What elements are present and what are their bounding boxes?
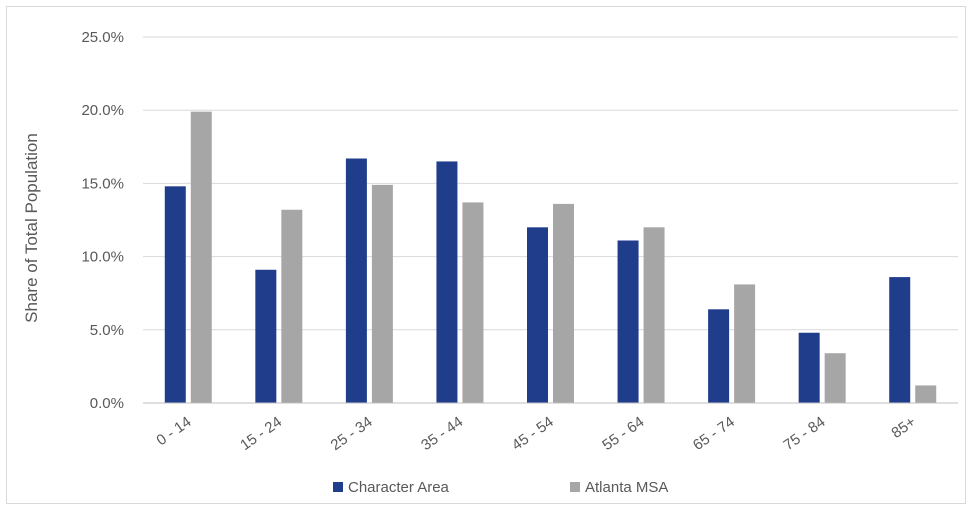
- x-tick-label: 35 - 44: [418, 413, 466, 454]
- y-tick-label: 20.0%: [81, 102, 124, 119]
- legend-swatch: [570, 482, 580, 492]
- legend-swatch: [333, 482, 343, 492]
- bar-atlanta-msa: [734, 284, 756, 403]
- bar-atlanta-msa: [281, 209, 303, 403]
- bar-character-area: [255, 269, 277, 403]
- legend-label: Atlanta MSA: [585, 479, 668, 496]
- bar-character-area: [164, 186, 186, 403]
- x-tick-label: 45 - 54: [509, 413, 557, 454]
- x-tick-label: 0 - 14: [153, 413, 194, 449]
- x-tick-label: 85+: [888, 413, 919, 442]
- y-axis-title: Share of Total Population: [22, 133, 41, 323]
- bar-atlanta-msa: [553, 203, 574, 403]
- bar-atlanta-msa: [915, 385, 937, 403]
- legend-label: Character Area: [348, 479, 450, 496]
- bar-character-area: [345, 158, 367, 403]
- y-tick-label: 10.0%: [81, 249, 124, 266]
- bar-atlanta-msa: [371, 184, 393, 403]
- legend: Character Area Atlanta MSA: [333, 479, 668, 496]
- y-tick-label: 5.0%: [90, 322, 124, 339]
- x-tick-label: 25 - 34: [328, 413, 376, 454]
- bar-atlanta-msa: [462, 202, 484, 403]
- x-tick-label: 55 - 64: [599, 413, 647, 454]
- y-axis: 0.0% 5.0% 10.0% 15.0% 20.0% 25.0%: [81, 29, 124, 412]
- y-tick-label: 25.0%: [81, 29, 124, 46]
- y-tick-label: 0.0%: [90, 395, 124, 412]
- x-axis: 0 - 14 15 - 24 25 - 34 35 - 44 45 - 54 55 - 6…: [143, 402, 958, 454]
- bar-atlanta-msa: [190, 111, 212, 403]
- bar-character-area: [889, 277, 911, 403]
- y-tick-label: 15.0%: [81, 175, 124, 192]
- bar-character-area: [527, 227, 548, 403]
- bar-atlanta-msa: [643, 227, 665, 403]
- bar-character-area: [798, 332, 820, 403]
- bar-character-area: [436, 161, 458, 403]
- bar-character-area: [708, 309, 730, 403]
- bar-atlanta-msa: [824, 353, 846, 403]
- bar-character-area: [617, 240, 639, 403]
- x-tick-label: 65 - 74: [690, 413, 738, 454]
- x-tick-label: 15 - 24: [237, 413, 285, 454]
- x-tick-label: 75 - 84: [780, 413, 828, 454]
- bars: [164, 111, 937, 403]
